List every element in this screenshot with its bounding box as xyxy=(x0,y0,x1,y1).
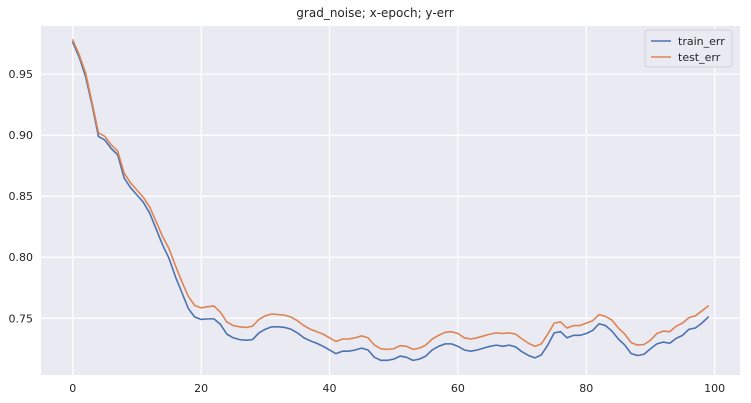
legend-label: train_err xyxy=(678,35,725,48)
y-tick-label: 0.90 xyxy=(9,129,34,142)
y-tick-label: 0.85 xyxy=(9,190,34,203)
y-tick-label: 0.80 xyxy=(9,251,34,264)
legend-label: test_err xyxy=(678,51,721,64)
series-layer xyxy=(71,39,710,362)
x-axis-ticks: 0 20 40 60 80 100 xyxy=(69,382,725,395)
plot-area xyxy=(41,26,740,375)
y-axis-ticks: 0.75 0.80 0.85 0.90 0.95 xyxy=(9,68,34,325)
x-tick-label: 80 xyxy=(579,382,593,395)
y-tick-label: 0.75 xyxy=(9,312,34,325)
legend: train_err test_err xyxy=(644,29,733,68)
series-line-train-err xyxy=(71,41,710,362)
series-line-test-err xyxy=(71,39,710,351)
x-tick-label: 60 xyxy=(451,382,465,395)
chart-title: grad_noise; x-epoch; y-err xyxy=(296,6,453,20)
x-tick-label: 20 xyxy=(194,382,208,395)
x-tick-label: 100 xyxy=(704,382,725,395)
x-tick-label: 40 xyxy=(323,382,337,395)
y-tick-label: 0.95 xyxy=(9,68,34,81)
x-tick-label: 0 xyxy=(69,382,76,395)
grid-lines xyxy=(41,26,740,375)
